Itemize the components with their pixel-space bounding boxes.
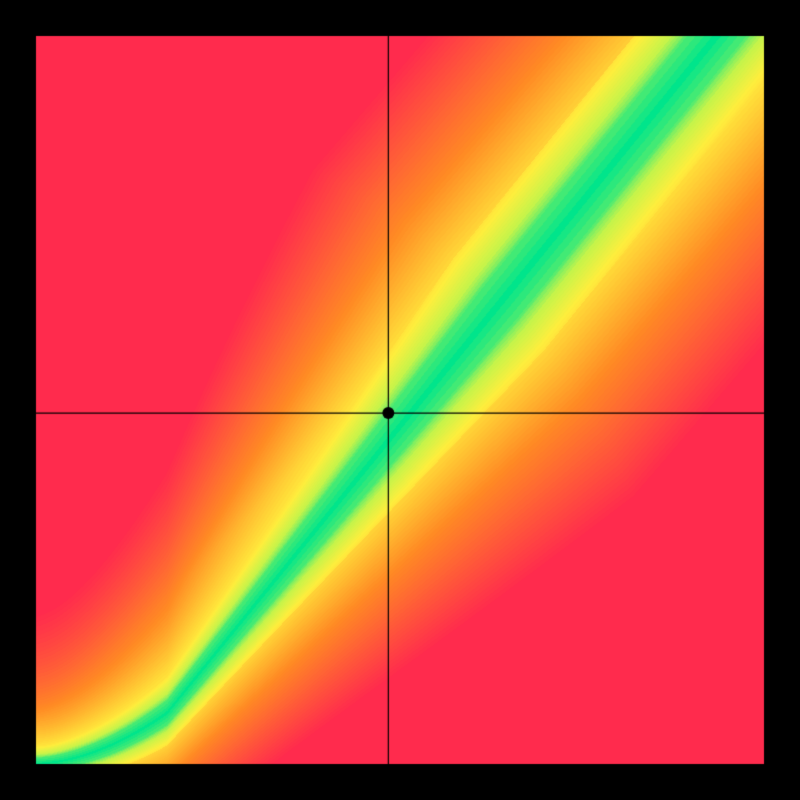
chart-container: TheBottleneck.com <box>0 0 800 800</box>
bottleneck-heatmap <box>0 0 800 800</box>
